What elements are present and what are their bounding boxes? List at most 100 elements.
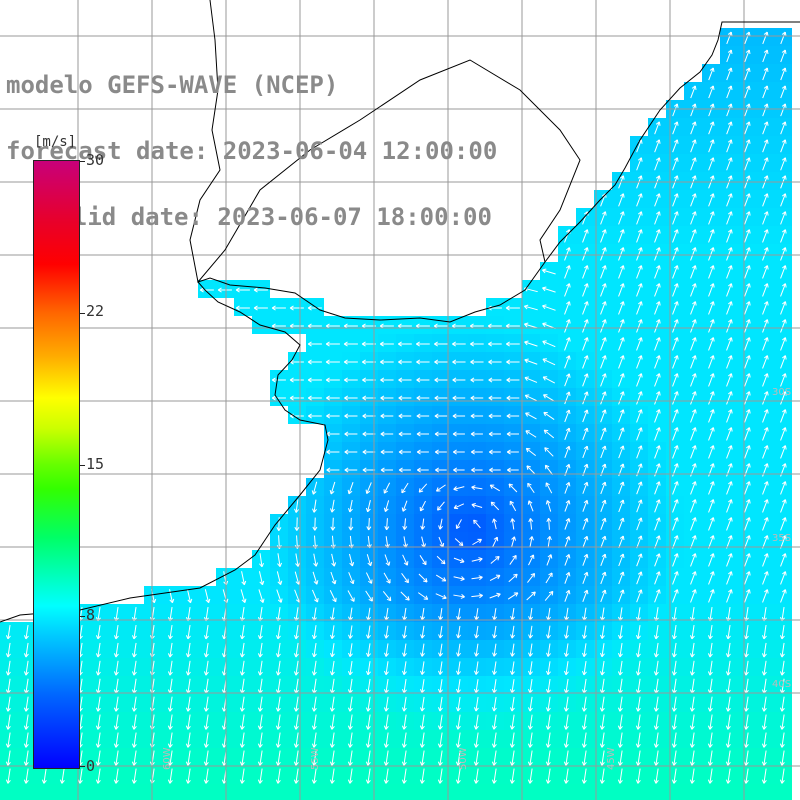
wind-arrow [689,732,695,748]
coastline [0,0,800,623]
wind-arrow [672,103,679,117]
wind-arrow [582,265,589,279]
wind-arrow [672,589,679,603]
speed-cell [396,334,414,352]
wind-arrow [420,607,426,621]
wind-arrow [726,427,733,441]
wind-arrow [762,103,769,117]
wind-arrow [654,427,661,441]
wind-arrow [383,714,389,730]
wind-arrow [509,500,517,512]
wind-arrow [398,395,412,401]
wind-arrow [780,139,787,153]
wind-arrow [654,409,661,423]
wind-arrow [453,576,465,581]
wind-arrow [470,377,484,383]
speed-cell [648,784,666,800]
wind-arrow [636,211,643,225]
speed-cell [324,442,342,460]
wind-arrow [362,377,376,383]
wind-arrow [289,395,304,401]
speed-cell [450,406,468,424]
wind-arrow [708,229,715,243]
speed-cell [468,406,486,424]
speed-cell [450,424,468,442]
wind-arrow [398,449,411,455]
wind-arrow [419,732,425,748]
wind-arrow [544,447,554,457]
colorbar-label-30: 30 [86,151,105,169]
wind-arrow [690,409,697,423]
wind-arrow [545,768,551,784]
wind-arrow [543,411,555,420]
wind-arrow [95,768,101,784]
wind-arrow [546,625,551,639]
wind-arrow [725,624,731,640]
wind-arrow [330,625,335,639]
wind-arrow [434,341,448,347]
speed-cell [594,784,612,800]
wind-arrow [527,679,533,694]
wind-arrow [780,553,787,567]
wind-arrow [509,679,515,694]
wind-arrow [420,661,425,675]
wind-arrow [528,607,534,621]
wind-arrow [726,373,733,387]
speed-cell [306,370,324,388]
speed-cell [450,568,468,586]
wind-arrow [311,625,317,640]
speed-cell [432,496,450,514]
speed-cell [378,568,396,586]
wind-arrow [600,247,607,261]
wind-arrow [600,589,607,603]
speed-cell [522,388,540,406]
wind-arrow [672,391,679,405]
wind-arrow [726,121,733,135]
wind-arrow [509,696,515,712]
wind-arrow [780,121,787,135]
wind-arrow [744,355,751,369]
wind-arrow [437,768,443,784]
wind-arrow [492,625,498,639]
wind-arrow [41,768,47,784]
wind-arrow [506,341,520,347]
wind-arrow [471,467,483,473]
wind-arrow [383,678,389,694]
wind-arrow [780,157,787,171]
wind-arrow [653,714,659,730]
wind-arrow [418,483,428,493]
wind-arrow [257,696,263,712]
wind-arrow [654,571,661,585]
wind-arrow [690,589,697,603]
wind-arrow [563,768,569,784]
speed-cell [288,406,306,424]
wind-arrow [618,211,625,225]
wind-arrow [672,355,679,369]
wind-arrow [470,359,484,365]
wind-arrow [438,518,443,530]
wind-arrow [276,589,283,603]
wind-arrow [545,661,551,676]
speed-cell [414,370,432,388]
wind-arrow [95,750,101,766]
wind-arrow [473,768,479,784]
wind-arrow [289,377,304,383]
wind-arrow [473,750,479,766]
wind-arrow [131,768,137,784]
wind-arrow [453,486,465,491]
speed-cell [342,388,360,406]
wind-arrow [113,660,119,676]
wind-arrow [435,574,447,582]
wind-arrow [435,467,447,473]
wind-arrow [5,624,11,640]
wind-arrow [636,301,643,315]
speed-cell [378,460,396,478]
speed-cell [576,784,594,800]
wind-arrow [672,517,679,531]
wind-arrow [401,500,408,512]
speed-cell [360,424,378,442]
wind-arrow [5,714,11,730]
wind-arrow [167,696,173,712]
wind-arrow [401,573,409,584]
wind-arrow [708,121,715,135]
